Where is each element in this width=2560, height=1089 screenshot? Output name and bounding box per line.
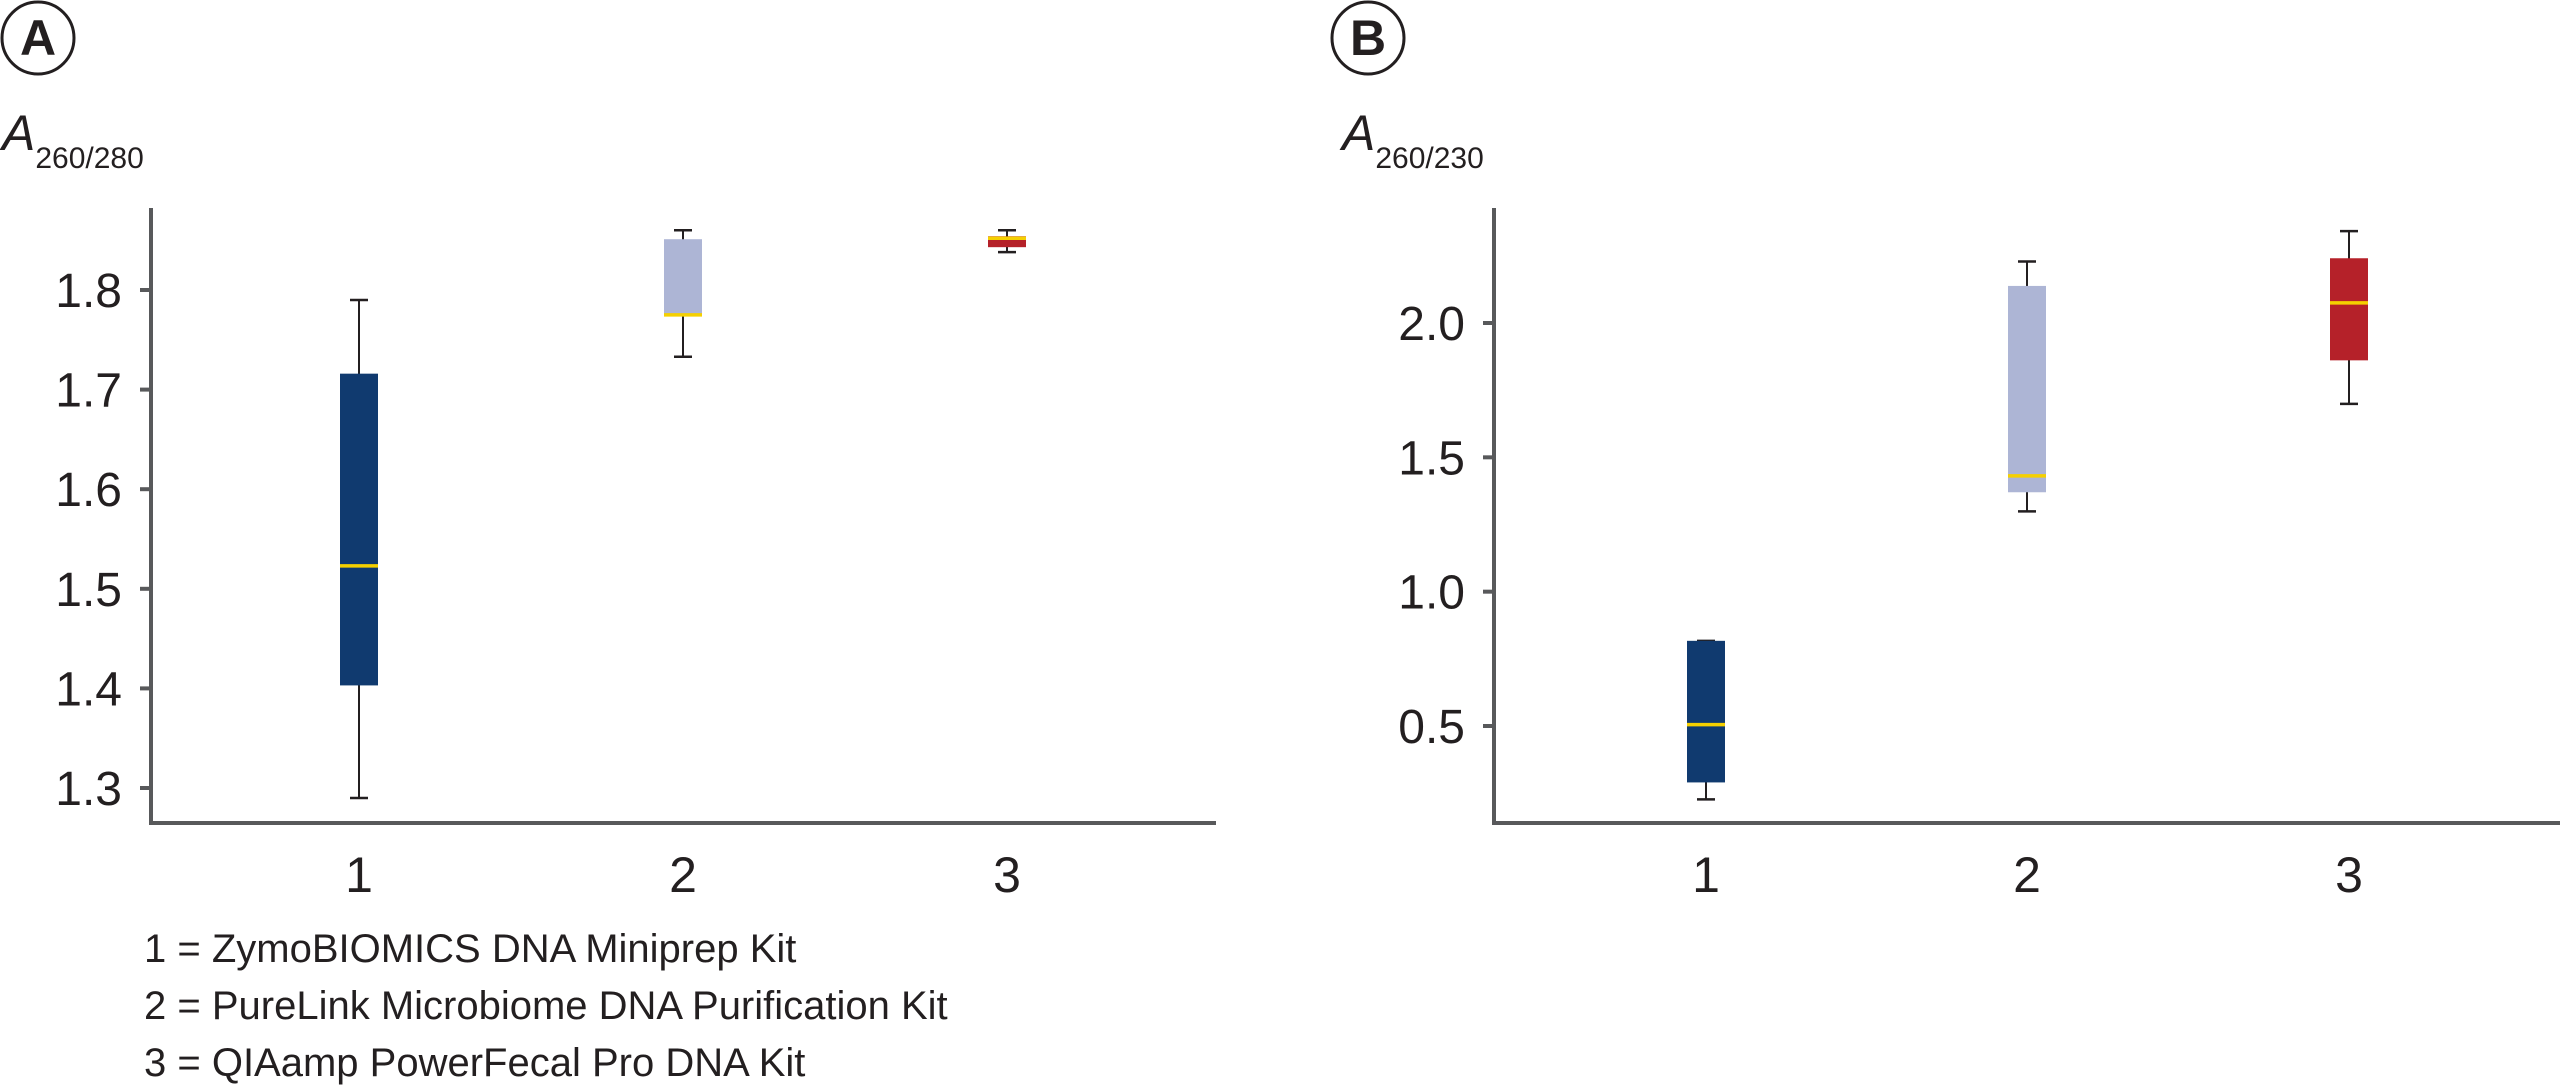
x-tick-label: 3	[2335, 847, 2363, 903]
box-iqr	[2330, 258, 2368, 361]
x-tick-label: 1	[1692, 847, 1720, 903]
panel-a: A A260/280 1.31.41.51.61.71.81 2 3	[0, 0, 1216, 903]
y-tick-label: 1.3	[55, 763, 122, 816]
y-tick-label: 1.7	[55, 365, 122, 418]
box-plot-2	[2008, 260, 2046, 513]
y-axis-label-b: A260/230	[1339, 105, 1484, 175]
y-tick-label: 1.5	[1398, 432, 1465, 485]
y-axis-label-a: A260/280	[0, 105, 144, 175]
y-tick-label: 1.5	[55, 564, 122, 617]
y-tick-label: 0.5	[1398, 701, 1465, 754]
y-tick-label: 1.8	[55, 265, 122, 318]
panel-b: B A260/230 0.5 1.0 1.5 2.0 1 2 3	[1330, 0, 2560, 903]
y-axis-label-b-sub: 260/230	[1375, 142, 1483, 175]
y-axis-label-b-main: A	[1339, 105, 1375, 161]
x-tick-label: 2	[669, 847, 697, 903]
box-plot-3	[2330, 229, 2368, 406]
panel-b-badge	[1330, 0, 1406, 76]
panel-a-label: A	[20, 10, 56, 66]
y-tick-label: 2.0	[1398, 298, 1465, 351]
x-tick-label: 3	[993, 847, 1021, 903]
legend-item-1: 1 = ZymoBIOMICS DNA Miniprep Kit	[144, 927, 796, 971]
y-tick-label: 1.4	[55, 663, 122, 716]
panel-b-label: B	[1350, 10, 1386, 66]
legend: 1 = ZymoBIOMICS DNA Miniprep Kit 2 = Pur…	[144, 927, 948, 1085]
box-plot-1	[1687, 639, 1725, 801]
y-tick-label: 1.6	[55, 464, 122, 517]
x-tick-label: 2	[2013, 847, 2041, 903]
box-plot-3	[988, 228, 1026, 254]
box-plot-2	[664, 228, 702, 358]
y-tick-label: 1.0	[1398, 567, 1465, 620]
box-iqr	[340, 373, 378, 686]
box-iqr	[988, 236, 1026, 248]
box-iqr	[664, 239, 702, 315]
legend-item-2: 2 = PureLink Microbiome DNA Purification…	[144, 984, 948, 1028]
box-plot-1	[340, 298, 378, 800]
x-tick-label: 1	[345, 847, 373, 903]
y-axis-label-a-sub: 260/280	[35, 142, 143, 175]
box-iqr	[2008, 285, 2046, 493]
legend-item-3: 3 = QIAamp PowerFecal Pro DNA Kit	[144, 1041, 805, 1085]
panel-a-badge	[0, 0, 76, 76]
y-axis-label-a-main: A	[0, 105, 35, 161]
box-iqr	[1687, 640, 1725, 783]
